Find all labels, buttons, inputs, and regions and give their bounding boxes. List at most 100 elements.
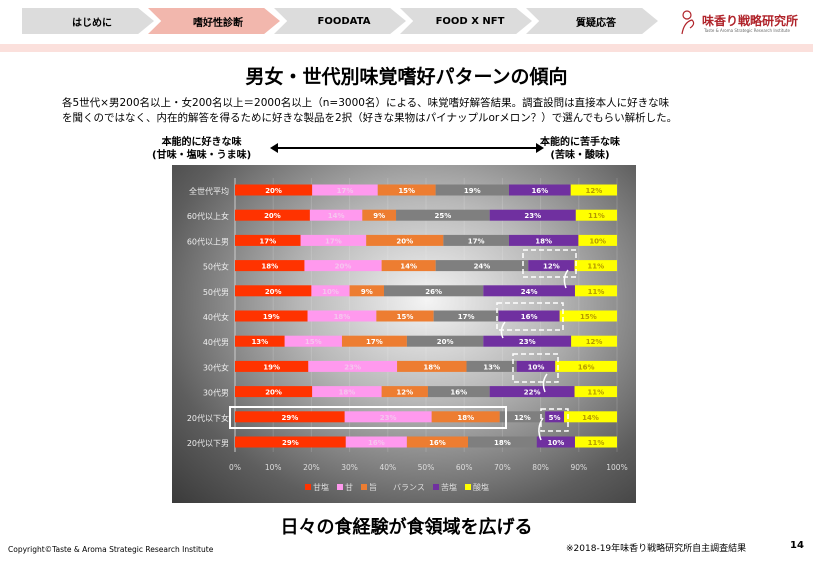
- bar-segment: [366, 234, 444, 246]
- category-label: 40代男: [203, 337, 229, 347]
- data-label: 14%: [582, 414, 599, 422]
- tab-foodata[interactable]: FOODATA: [274, 8, 406, 34]
- data-label: 22%: [524, 389, 541, 397]
- bar-segment: [555, 360, 617, 372]
- nav-tabs: はじめに 嗜好性診断 FOODATA FOOD X NFT 質疑応答: [22, 8, 658, 34]
- legend-label: 甘塩: [313, 482, 329, 492]
- x-tick-label: 40%: [379, 463, 396, 472]
- bar-segment: [362, 209, 397, 221]
- bar-segment: [312, 386, 382, 398]
- curved-arrow-icon: [500, 321, 506, 339]
- tab-food-nft[interactable]: FOOD X NFT: [400, 8, 532, 34]
- bar-segment: [235, 209, 310, 221]
- legend-swatch: [337, 484, 343, 490]
- bar-segment: [536, 436, 575, 448]
- data-label: 17%: [337, 187, 354, 195]
- data-label: 9%: [361, 288, 373, 296]
- bar-segment: [345, 436, 407, 448]
- curved-arrow-icon: [538, 417, 544, 441]
- bar-segment: [427, 386, 490, 398]
- bar-segment: [396, 209, 490, 221]
- bar-segment: [344, 411, 432, 423]
- category-label: 60代以上男: [187, 236, 229, 246]
- bar-segment: [571, 335, 617, 347]
- bar-segment: [235, 234, 301, 246]
- bar-segment: [499, 411, 546, 423]
- data-label: 16%: [429, 439, 446, 447]
- data-label: 20%: [265, 389, 282, 397]
- page-number: 14: [790, 540, 804, 551]
- tab-intro[interactable]: はじめに: [22, 8, 154, 34]
- dashed-highlight-box: [496, 302, 564, 331]
- data-label: 23%: [380, 414, 397, 422]
- right-axis-label: 本能的に苦手な味 (苦味・酸味): [540, 136, 620, 162]
- x-tick-label: 10%: [265, 463, 282, 472]
- logo-name: 味香り戦略研究所: [702, 14, 799, 28]
- x-tick-label: 90%: [570, 463, 587, 472]
- page-title: 男女・世代別味覚嗜好パターンの傾向: [245, 66, 568, 88]
- bar-segment: [574, 386, 617, 398]
- dashed-highlight-box: [522, 249, 577, 278]
- data-label: 20%: [335, 263, 352, 271]
- bar-segment: [574, 436, 617, 448]
- category-label: 全世代平均: [189, 186, 229, 196]
- tab-preference-diagnosis[interactable]: 嗜好性診断: [148, 8, 280, 34]
- bar-segment: [575, 209, 617, 221]
- description-line: を聞くのではなく、内在的解答を得るために好きな製品を2択（好きな果物はパイナップ…: [62, 112, 678, 124]
- legend-swatch: [361, 484, 367, 490]
- legend-swatch: [305, 484, 311, 490]
- description: 各5世代×男200名以上・女200名以上＝2000名以上（n=3000名）による…: [62, 96, 677, 126]
- bar-segment: [307, 310, 377, 322]
- bar-segment: [341, 335, 407, 347]
- bar-segment: [235, 411, 345, 423]
- logo-icon: [681, 10, 695, 35]
- data-label: 11%: [587, 263, 604, 271]
- bar-segment: [304, 260, 382, 272]
- bar-segment: [483, 335, 572, 347]
- data-label: 15%: [398, 187, 415, 195]
- data-label: 12%: [585, 187, 602, 195]
- data-label: 11%: [588, 439, 605, 447]
- label-line: (甘味・塩味・うま味): [152, 150, 252, 161]
- bar-segment: [564, 411, 617, 423]
- bar-segment: [433, 310, 499, 322]
- data-label: 16%: [531, 187, 548, 195]
- data-label: 13%: [251, 338, 268, 346]
- data-label: 18%: [334, 313, 351, 321]
- category-label: 30代女: [203, 362, 229, 372]
- data-label: 19%: [263, 363, 280, 371]
- data-label: 23%: [519, 338, 536, 346]
- data-label: 19%: [263, 313, 280, 321]
- data-label: 20%: [264, 212, 281, 220]
- bar-segment: [406, 436, 469, 448]
- bar-segment: [381, 260, 436, 272]
- bar-segment: [545, 411, 565, 423]
- data-label: 11%: [588, 288, 605, 296]
- bar-segment: [312, 184, 378, 196]
- bar-segment: [406, 335, 484, 347]
- bar-segment: [300, 234, 367, 246]
- category-label: 30代男: [203, 388, 229, 398]
- data-label: 12%: [396, 389, 413, 397]
- bar-segment: [235, 335, 285, 347]
- x-tick-label: 50%: [418, 463, 435, 472]
- data-label: 18%: [494, 439, 511, 447]
- dashed-highlight-box: [512, 353, 559, 383]
- data-label: 23%: [524, 212, 541, 220]
- bar-segment: [489, 386, 575, 398]
- category-label: 40代女: [203, 312, 229, 322]
- copyright: Copyright©Taste & Aroma Strategic Resear…: [8, 545, 214, 554]
- bar-segment: [570, 184, 617, 196]
- bar-segment: [235, 260, 305, 272]
- data-label: 29%: [281, 414, 298, 422]
- bar-segment: [435, 184, 509, 196]
- data-label: 25%: [434, 212, 451, 220]
- x-tick-label: 60%: [456, 463, 473, 472]
- bar-segment: [309, 209, 363, 221]
- data-label: 15%: [397, 313, 414, 321]
- bar-segment: [383, 285, 484, 297]
- category-label: 50代男: [203, 287, 229, 297]
- tab-qa[interactable]: 質疑応答: [526, 8, 658, 34]
- data-label: 26%: [425, 288, 442, 296]
